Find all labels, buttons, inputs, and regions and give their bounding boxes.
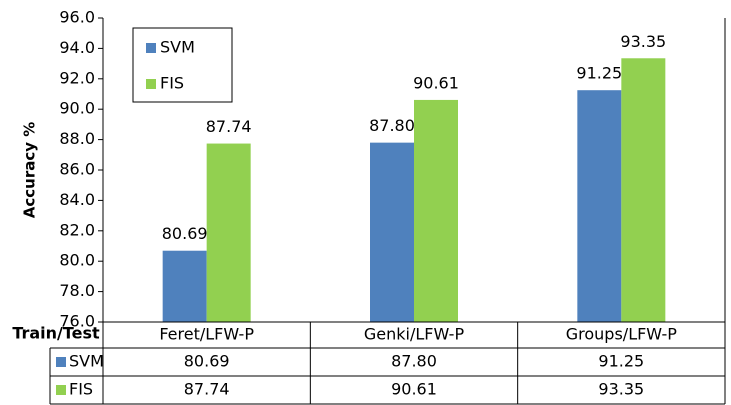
y-tick-label: 80.0: [59, 251, 95, 270]
table-cell: 87.74: [184, 380, 230, 399]
legend-swatch: [146, 43, 156, 53]
data-label: 87.80: [369, 116, 415, 135]
y-tick-label: 88.0: [59, 129, 95, 148]
table-legend-swatch: [56, 385, 66, 395]
y-tick-label: 90.0: [59, 99, 95, 118]
data-label: 87.74: [206, 117, 252, 136]
legend-label: FIS: [160, 74, 184, 93]
bar: [621, 58, 666, 322]
data-label: 80.69: [162, 224, 208, 243]
x-tick-label: Groups/LFW-P: [566, 325, 678, 344]
y-tick-label: 86.0: [59, 160, 95, 179]
y-tick-label: 92.0: [59, 68, 95, 87]
table-cell: 87.80: [391, 352, 437, 371]
x-tick-label: Feret/LFW-P: [159, 325, 254, 344]
data-label: 91.25: [576, 64, 622, 83]
y-tick-label: 96.0: [59, 8, 95, 27]
y-tick-label: 82.0: [59, 220, 95, 239]
table-row-label: FIS: [69, 380, 93, 399]
table-row-label: SVM: [69, 352, 104, 371]
legend-swatch: [146, 79, 156, 89]
table-cell: 93.35: [598, 380, 644, 399]
y-tick-label: 84.0: [59, 190, 95, 209]
table-cell: 91.25: [598, 352, 644, 371]
bar: [414, 99, 458, 322]
y-tick-label: 76.0: [59, 312, 95, 331]
bar: [206, 143, 251, 322]
y-tick-label: 78.0: [59, 281, 95, 300]
legend-label: SVM: [160, 38, 195, 57]
data-label: 93.35: [620, 32, 666, 51]
table-legend-swatch: [56, 357, 66, 367]
legend-box: [132, 27, 233, 103]
table-header: Train/Test: [12, 324, 100, 343]
table-cell: 80.69: [184, 352, 230, 371]
bar: [370, 142, 414, 322]
bar: [162, 250, 207, 322]
table-cell: 90.61: [391, 380, 437, 399]
x-tick-label: Genki/LFW-P: [364, 325, 465, 344]
bar: [577, 90, 622, 322]
y-tick-label: 94.0: [59, 38, 95, 57]
data-label: 90.61: [413, 73, 459, 92]
y-axis-label: Accuracy %: [21, 122, 39, 219]
